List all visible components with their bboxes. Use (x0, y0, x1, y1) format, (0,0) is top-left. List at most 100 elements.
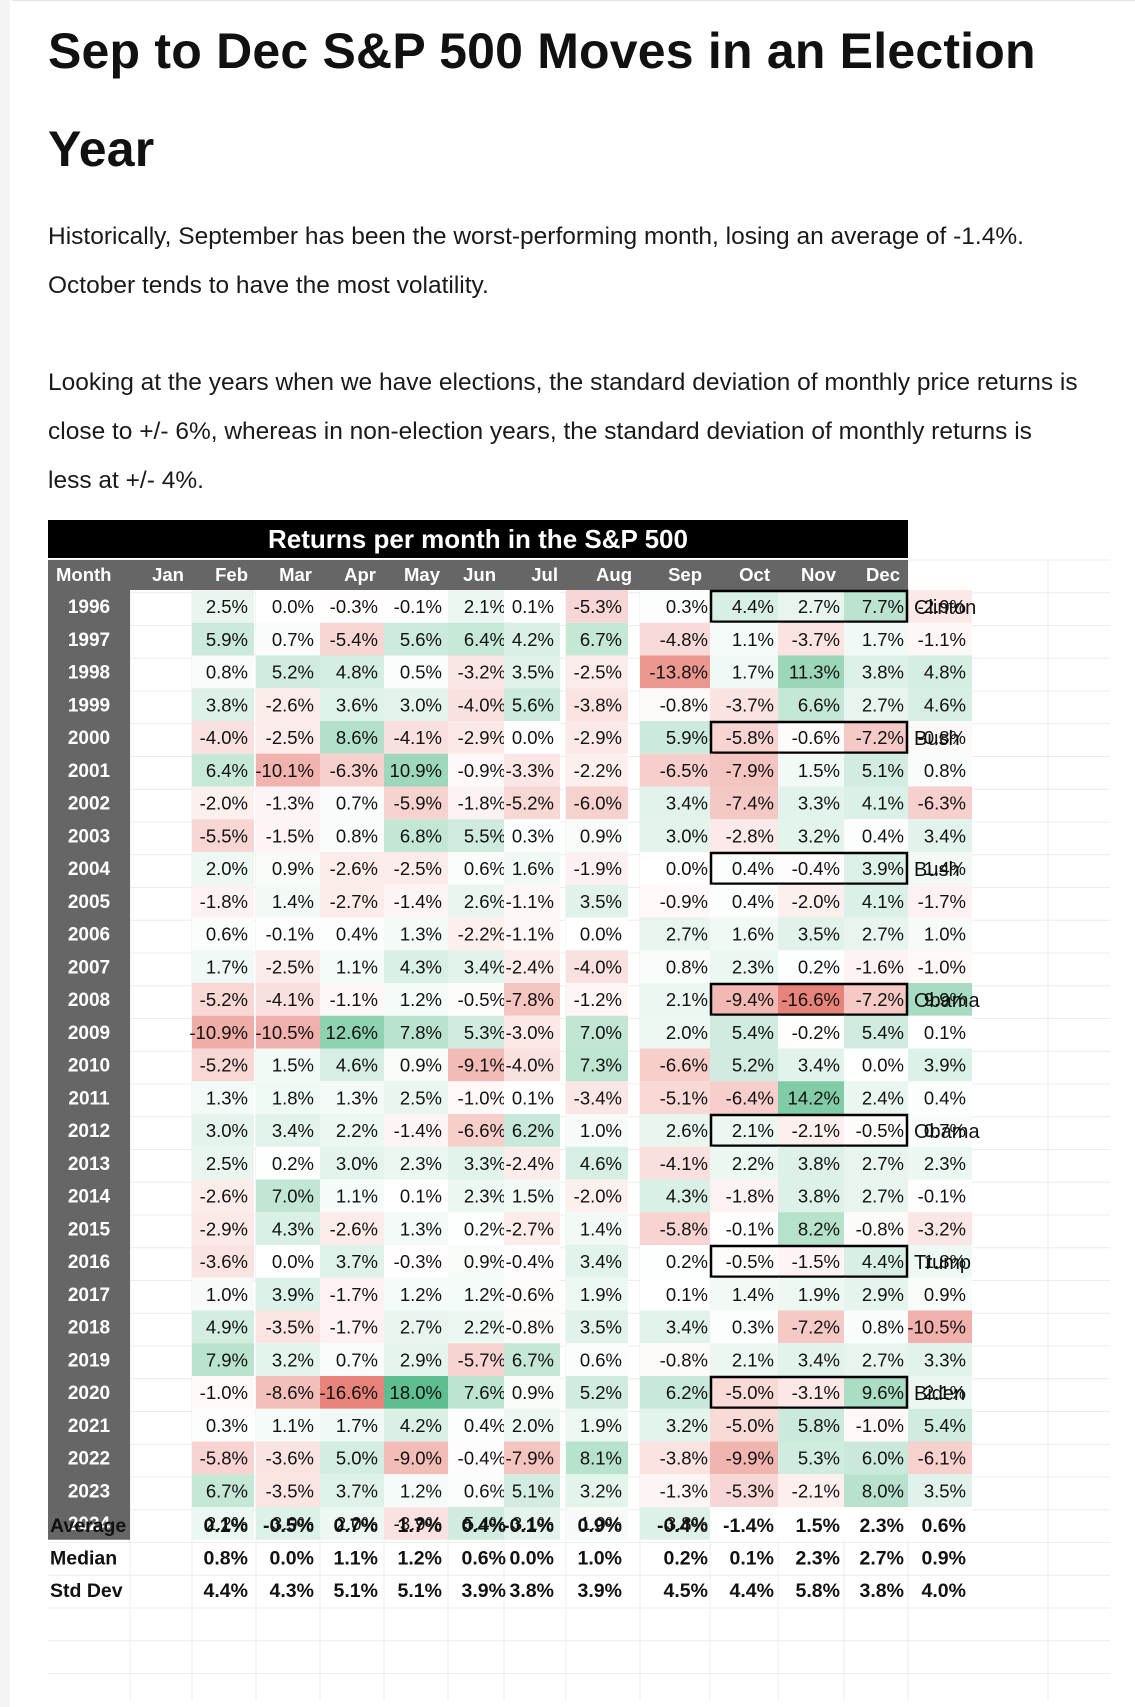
heat-cell (908, 655, 972, 689)
heat-cell (844, 721, 910, 754)
heat-cell (566, 1408, 628, 1442)
heat-cell (504, 1245, 560, 1278)
heat-cell (710, 1277, 780, 1311)
return-value: 5.6% (400, 629, 442, 650)
election-year-highlight (709, 1113, 909, 1147)
heat-cell (908, 1048, 972, 1082)
heat-cell (320, 1376, 384, 1409)
return-value: 3.3% (464, 1153, 506, 1174)
return-value: 1.2% (400, 1480, 442, 1501)
return-value: -2.0% (200, 793, 248, 814)
return-value: 0.8% (206, 662, 248, 683)
return-value: 6.0% (862, 1448, 904, 1469)
heat-cell (384, 1212, 448, 1245)
return-value: 2.7% (666, 924, 708, 945)
return-value: -5.2% (200, 989, 248, 1010)
year-label: 2008 (68, 990, 110, 1011)
heat-cell (778, 950, 846, 983)
return-value: 2.0% (512, 1415, 554, 1436)
heat-cell (504, 1441, 560, 1475)
return-value: 0.3% (666, 596, 708, 617)
heat-cell (384, 1408, 448, 1442)
stat-value: 0.4% (462, 1515, 506, 1537)
heat-cell (192, 1277, 254, 1311)
heat-cell (778, 1048, 846, 1082)
return-value: 8.0% (862, 1480, 904, 1501)
return-value: -1.1% (918, 629, 966, 650)
return-value: 2.6% (464, 891, 506, 912)
return-value: -0.2% (792, 1022, 840, 1043)
heat-cell (504, 688, 560, 721)
heat-cell (448, 983, 512, 1016)
year-label: 1997 (68, 630, 110, 651)
return-value: 5.2% (272, 662, 314, 683)
return-value: 9.6% (862, 1382, 904, 1403)
return-value: 3.0% (206, 1120, 248, 1141)
heat-cell (778, 1114, 846, 1147)
heat-cell (384, 1245, 448, 1278)
return-value: -1.7% (918, 891, 966, 912)
return-value: 3.8% (862, 662, 904, 683)
return-value: 1.0% (580, 1120, 622, 1141)
heat-cell (908, 1179, 972, 1213)
return-value: 0.4% (732, 858, 774, 879)
return-value: -2.9% (200, 1218, 248, 1239)
return-value: 0.6% (464, 858, 506, 879)
stat-value: 1.0% (578, 1548, 622, 1570)
return-value: 1.5% (272, 1055, 314, 1076)
return-value: 0.5% (400, 662, 442, 683)
return-value: 9.9% (924, 989, 966, 1010)
heat-cell (844, 1474, 910, 1507)
return-value: 4.6% (924, 694, 966, 715)
election-year-highlight (709, 589, 909, 623)
election-year-highlight (709, 1244, 909, 1278)
heat-cell (566, 1277, 628, 1311)
return-value: -2.4% (506, 956, 554, 977)
heat-cell (710, 786, 780, 820)
heat-cell (710, 1015, 780, 1049)
stat-value: 1.7% (398, 1515, 442, 1537)
return-value: -1.0% (200, 1382, 248, 1403)
heat-cell (844, 819, 910, 852)
heat-cell (320, 1114, 384, 1147)
return-value: -6.0% (574, 793, 622, 814)
heat-cell (778, 1310, 846, 1344)
return-value: 5.5% (464, 825, 506, 846)
heat-cell (710, 1507, 780, 1540)
heat-cell (640, 1343, 714, 1376)
month-header-feb: Feb (215, 564, 248, 585)
stat-value: 1.5% (796, 1515, 840, 1537)
heat-cell (448, 753, 512, 787)
heat-cell (320, 688, 384, 721)
return-value: 4.9% (206, 1317, 248, 1338)
return-value: -7.2% (856, 727, 904, 748)
return-value: 2.3% (732, 956, 774, 977)
heat-cell (640, 1441, 714, 1475)
return-value: 1.4% (272, 891, 314, 912)
return-value: -8.6% (266, 1382, 314, 1403)
heat-cell (320, 1146, 384, 1180)
return-value: -9.0% (394, 1448, 442, 1469)
return-value: 1.3% (206, 1087, 248, 1108)
heat-cell (566, 950, 628, 983)
return-value: -7.9% (506, 1448, 554, 1469)
return-value: 0.6% (206, 924, 248, 945)
heat-cell (504, 1277, 560, 1311)
return-value: 1.3% (400, 924, 442, 945)
year-label: 2022 (68, 1449, 110, 1470)
heat-cell (566, 1343, 628, 1376)
heat-cell (192, 950, 254, 983)
return-value: -1.4% (394, 891, 442, 912)
return-value: -2.1% (792, 1120, 840, 1141)
heat-cell (566, 1245, 628, 1278)
heat-cell (908, 1212, 972, 1245)
heat-cell (256, 950, 320, 983)
return-value: 0.3% (732, 1317, 774, 1338)
return-value: 0.2% (272, 1153, 314, 1174)
return-value: -6.3% (918, 793, 966, 814)
stat-value: 0.1% (204, 1515, 248, 1537)
heat-cell (448, 1474, 512, 1507)
heat-cell (320, 1277, 384, 1311)
heat-cell (908, 1277, 972, 1311)
return-value: 3.3% (798, 793, 840, 814)
